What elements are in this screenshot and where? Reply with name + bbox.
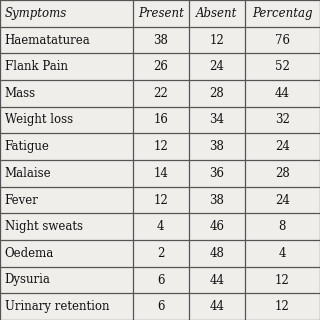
Text: 12: 12 [209, 34, 224, 46]
Text: 44: 44 [209, 300, 224, 313]
Text: 24: 24 [275, 194, 290, 206]
Text: Malaise: Malaise [5, 167, 52, 180]
Text: 38: 38 [209, 194, 224, 206]
Text: 6: 6 [157, 274, 164, 286]
Text: 38: 38 [209, 140, 224, 153]
Text: 12: 12 [275, 274, 290, 286]
Text: Flank Pain: Flank Pain [5, 60, 68, 73]
Text: 16: 16 [153, 114, 168, 126]
Text: 76: 76 [275, 34, 290, 46]
Text: Percentag: Percentag [252, 7, 313, 20]
Text: 26: 26 [153, 60, 168, 73]
Text: 2: 2 [157, 247, 164, 260]
Text: Oedema: Oedema [5, 247, 54, 260]
Text: Absent: Absent [196, 7, 237, 20]
Text: Fever: Fever [5, 194, 39, 206]
Text: Haemataturea: Haemataturea [5, 34, 91, 46]
Text: 52: 52 [275, 60, 290, 73]
Text: 36: 36 [209, 167, 224, 180]
Text: 46: 46 [209, 220, 224, 233]
Text: Mass: Mass [5, 87, 36, 100]
Text: 6: 6 [157, 300, 164, 313]
Text: 22: 22 [153, 87, 168, 100]
Text: Fatigue: Fatigue [5, 140, 50, 153]
Text: Urinary retention: Urinary retention [5, 300, 109, 313]
Text: Night sweats: Night sweats [5, 220, 83, 233]
Text: 14: 14 [153, 167, 168, 180]
Text: Symptoms: Symptoms [5, 7, 67, 20]
Text: 4: 4 [157, 220, 164, 233]
Text: Weight loss: Weight loss [5, 114, 73, 126]
Text: 28: 28 [209, 87, 224, 100]
Text: Dysuria: Dysuria [5, 274, 51, 286]
Text: 38: 38 [153, 34, 168, 46]
Text: Present: Present [138, 7, 184, 20]
Text: 12: 12 [153, 140, 168, 153]
Text: 32: 32 [275, 114, 290, 126]
Text: 8: 8 [279, 220, 286, 233]
Text: 28: 28 [275, 167, 290, 180]
Text: 12: 12 [275, 300, 290, 313]
Text: 44: 44 [275, 87, 290, 100]
Text: 4: 4 [279, 247, 286, 260]
Text: 34: 34 [209, 114, 224, 126]
Text: 44: 44 [209, 274, 224, 286]
Text: 48: 48 [209, 247, 224, 260]
Text: 24: 24 [209, 60, 224, 73]
Text: 12: 12 [153, 194, 168, 206]
Text: 24: 24 [275, 140, 290, 153]
